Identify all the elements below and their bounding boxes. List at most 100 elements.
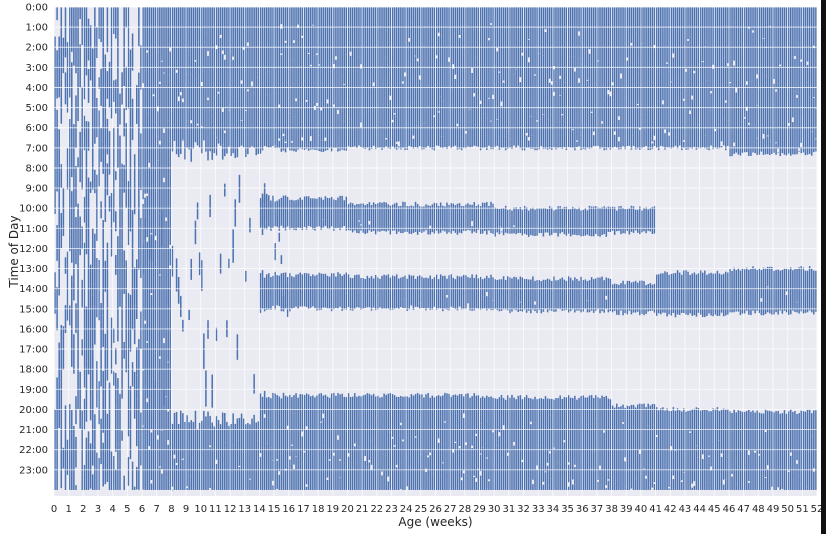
- sleep-mark: [655, 407, 658, 436]
- sleep-mark: [729, 108, 731, 157]
- sleep-mark: [574, 467, 576, 485]
- sleep-mark: [641, 7, 643, 44]
- sleep-mark: [463, 127, 465, 148]
- sleep-mark: [190, 7, 193, 75]
- sleep-mark: [548, 7, 551, 36]
- sleep-mark: [542, 55, 545, 94]
- sleep-mark: [771, 266, 773, 315]
- sleep-mark: [500, 231, 503, 233]
- sleep-mark: [628, 280, 631, 311]
- sleep-mark: [486, 7, 488, 67]
- sleep-mark: [278, 275, 281, 307]
- sleep-mark: [475, 206, 478, 233]
- sleep-mark: [171, 423, 174, 467]
- sleep-mark: [215, 49, 218, 96]
- sleep-mark: [322, 140, 325, 152]
- sleep-mark: [335, 395, 337, 448]
- sleep-mark: [790, 267, 792, 294]
- sleep-mark: [578, 397, 580, 437]
- sleep-mark: [377, 395, 379, 470]
- sleep-mark: [106, 331, 109, 346]
- sleep-mark: [555, 415, 557, 490]
- sleep-mark: [163, 182, 165, 203]
- sleep-mark: [54, 154, 56, 169]
- sleep-mark: [630, 142, 633, 150]
- sleep-mark: [408, 466, 411, 490]
- sleep-mark: [322, 199, 325, 220]
- sleep-mark: [56, 225, 58, 261]
- sleep-mark: [291, 199, 293, 229]
- sleep-mark: [670, 274, 673, 316]
- sleep-mark: [265, 274, 268, 310]
- sleep-mark: [328, 198, 331, 230]
- sleep-mark: [127, 81, 130, 109]
- sleep-mark: [540, 78, 543, 120]
- sleep-mark: [297, 27, 299, 91]
- sleep-mark: [110, 101, 113, 119]
- sleep-mark: [603, 432, 605, 490]
- sleep-mark: [693, 73, 696, 120]
- sleep-mark: [733, 23, 735, 61]
- sleep-mark: [211, 48, 213, 116]
- sleep-mark: [754, 7, 756, 39]
- sleep-mark: [718, 7, 721, 67]
- sleep-mark: [418, 394, 421, 455]
- sleep-mark: [416, 457, 419, 490]
- sleep-mark: [309, 140, 312, 150]
- sleep-mark: [163, 132, 165, 178]
- sleep-mark: [234, 423, 237, 490]
- sleep-mark: [339, 477, 341, 490]
- sleep-mark: [259, 198, 262, 228]
- sleep-mark: [490, 7, 492, 24]
- sleep-mark: [209, 7, 211, 30]
- sleep-mark: [129, 339, 132, 352]
- sleep-mark: [286, 429, 289, 485]
- sleep-mark: [163, 202, 165, 276]
- sleep-mark: [291, 397, 293, 445]
- sleep-mark: [634, 104, 637, 150]
- sleep-mark: [161, 237, 163, 289]
- sleep-mark: [452, 475, 455, 490]
- sleep-mark: [634, 7, 637, 33]
- x-tick-label: 43: [679, 504, 692, 515]
- sleep-mark: [681, 7, 683, 94]
- sleep-mark: [733, 146, 735, 154]
- sleep-mark: [559, 121, 561, 148]
- sleep-mark: [777, 313, 779, 315]
- sleep-mark: [481, 7, 484, 90]
- sleep-mark: [551, 207, 553, 235]
- sleep-mark: [567, 276, 570, 313]
- sleep-mark: [127, 324, 130, 360]
- sleep-mark: [370, 469, 373, 490]
- sleep-mark: [490, 69, 492, 121]
- sleep-mark: [588, 205, 591, 236]
- sleep-mark: [804, 7, 807, 46]
- sleep-mark: [349, 397, 352, 435]
- sleep-mark: [653, 95, 656, 136]
- sleep-mark: [358, 274, 360, 293]
- sleep-mark: [383, 477, 385, 490]
- sleep-mark: [444, 275, 446, 303]
- sleep-mark: [123, 108, 125, 137]
- sleep-mark: [165, 7, 167, 69]
- sleep-mark: [335, 276, 337, 308]
- sleep-mark: [305, 429, 308, 485]
- sleep-mark: [592, 397, 595, 452]
- sleep-mark: [351, 278, 354, 311]
- sleep-mark: [477, 7, 480, 31]
- sleep-mark: [351, 130, 354, 147]
- sleep-mark: [60, 164, 63, 188]
- sleep-mark: [565, 280, 568, 310]
- sleep-mark: [559, 278, 561, 310]
- sleep-mark: [138, 489, 140, 490]
- sleep-mark: [584, 123, 587, 150]
- sleep-mark: [634, 32, 637, 105]
- sleep-mark: [439, 396, 442, 444]
- sleep-mark: [469, 277, 471, 311]
- sleep-mark: [636, 454, 639, 490]
- sleep-mark: [270, 200, 272, 231]
- sleep-mark: [785, 268, 788, 292]
- sleep-mark: [662, 407, 664, 430]
- sleep-mark: [102, 395, 104, 433]
- sleep-mark: [368, 224, 371, 231]
